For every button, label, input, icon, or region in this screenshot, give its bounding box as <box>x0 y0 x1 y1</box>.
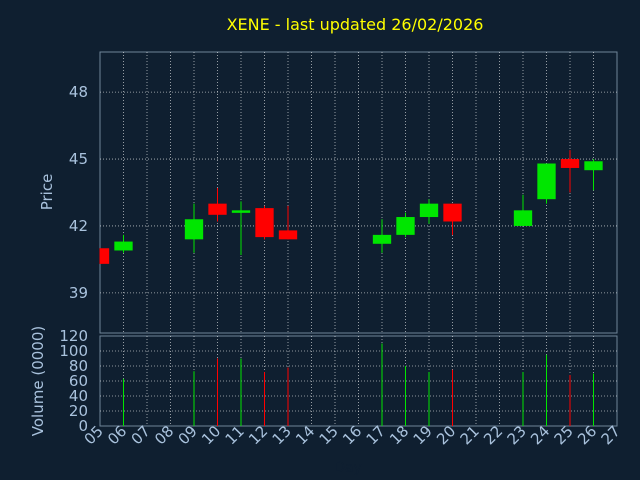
candle-body <box>100 248 110 264</box>
candle <box>184 203 204 253</box>
candle-body <box>184 219 204 240</box>
price-tick-label: 39 <box>69 284 88 302</box>
candle <box>513 194 533 226</box>
volume-tick-label: 60 <box>69 372 88 390</box>
candle <box>99 248 110 264</box>
price-tick-label: 45 <box>69 150 88 168</box>
candle-body <box>208 203 227 215</box>
chart-title: XENE - last updated 26/02/2026 <box>227 15 484 34</box>
candle <box>537 163 556 204</box>
candle-body <box>560 159 580 168</box>
candles <box>99 150 603 264</box>
candle-body <box>372 234 392 244</box>
candle <box>255 205 274 240</box>
candle <box>231 201 251 255</box>
candle-body <box>114 241 133 251</box>
candle <box>278 205 298 240</box>
candle <box>443 203 462 235</box>
candle <box>372 219 392 253</box>
price-tick-label: 42 <box>69 217 88 235</box>
price-tick-label: 48 <box>69 83 88 101</box>
candle <box>396 212 415 238</box>
candle-body <box>513 210 533 226</box>
candle <box>560 150 580 193</box>
x-ticks: 0506070809101112131415161718192021222324… <box>81 422 624 448</box>
candle-body <box>443 203 462 222</box>
volume-axis-label: Volume (0000) <box>29 326 47 436</box>
candle <box>419 199 439 224</box>
candle <box>208 188 227 222</box>
volume-tick-label: 0 <box>78 417 88 435</box>
candle-body <box>255 208 274 238</box>
candle-body <box>419 203 439 218</box>
volume-tick-label: 100 <box>59 342 88 360</box>
candle <box>114 234 133 253</box>
candle-body <box>278 230 298 240</box>
candle-body <box>231 210 251 213</box>
grid <box>100 52 617 426</box>
volume-bars <box>123 343 594 426</box>
candle-body <box>396 217 415 235</box>
price-axis-label: Price <box>38 174 56 211</box>
candle-body <box>584 161 603 171</box>
volume-tick-label: 80 <box>69 357 88 375</box>
volume-tick-label: 40 <box>69 387 88 405</box>
volume-tick-label: 120 <box>59 327 88 345</box>
candle <box>584 159 603 191</box>
volume-tick-label: 20 <box>69 402 88 420</box>
candle-body <box>537 163 556 200</box>
price-y-ticks: 39 42 45 48 <box>69 83 88 302</box>
x-axis-label: Day <box>334 460 362 476</box>
